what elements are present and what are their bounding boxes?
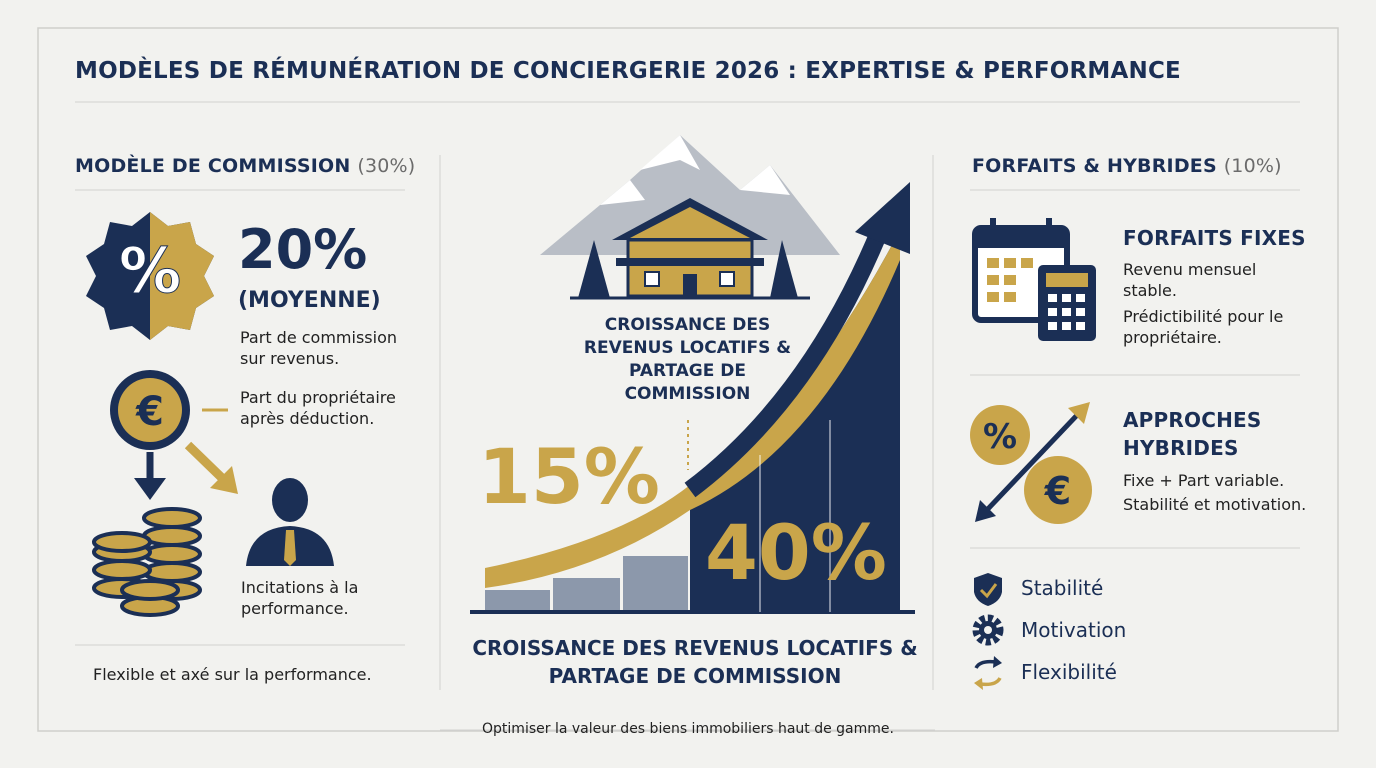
svg-text:€: €	[1044, 469, 1071, 513]
text: Fixe + Part variable.	[1123, 471, 1285, 490]
svg-text:%: %	[119, 234, 181, 307]
text: Part de commission sur revenus.	[240, 328, 398, 368]
text: Revenu mensuel stable.	[1123, 260, 1257, 300]
figure-low: 15%	[478, 432, 660, 521]
text: Prédictibilité pour le propriétaire.	[1123, 307, 1284, 347]
gear-icon	[972, 614, 1004, 646]
section-caption: CROISSANCE DES REVENUS LOCATIFS & PARTAG…	[472, 636, 918, 688]
cycle-icon	[974, 656, 1002, 690]
text: Incitations à la performance.	[241, 578, 359, 618]
subheading: APPROCHES HYBRIDES	[1123, 408, 1262, 460]
heading-share: (10%)	[1223, 155, 1282, 177]
chart-caption: CROISSANCE DES REVENUS LOCATIFS & PARTAG…	[583, 315, 792, 404]
heading-share: (30%)	[357, 155, 416, 177]
person-icon	[246, 478, 334, 566]
mountain-chalet	[540, 135, 840, 300]
frame	[37, 27, 1339, 732]
section-heading: MODÈLE DE COMMISSION (30%)	[75, 155, 415, 177]
footer: Optimiser la valeur des biens immobilier…	[482, 721, 894, 737]
title: MODÈLES DE RÉMUNÉRATION DE CONCIERGERIE …	[75, 58, 1181, 84]
figure-note: (MOYENNE)	[238, 288, 381, 313]
section-heading: FORFAITS & HYBRIDES (10%)	[972, 155, 1282, 177]
text: Part du propriétaire après déduction.	[240, 388, 396, 428]
headline-figure: 20%	[238, 218, 368, 281]
benefit: Motivation	[1021, 618, 1127, 642]
text: Stabilité et motivation.	[1123, 495, 1307, 514]
percent-badge: %	[86, 212, 214, 340]
subheading: FORFAITS FIXES	[1123, 226, 1306, 250]
svg-text:€: €	[135, 389, 164, 435]
shield-icon	[974, 573, 1002, 606]
calendar-icon	[972, 218, 1096, 341]
figure-high: 40%	[705, 508, 887, 597]
benefit: Stabilité	[1021, 576, 1104, 600]
heading-text: FORFAITS & HYBRIDES	[972, 155, 1217, 177]
benefit: Flexibilité	[1021, 660, 1117, 684]
text: Flexible et axé sur la performance.	[93, 665, 372, 684]
heading-text: MODÈLE DE COMMISSION	[75, 155, 351, 177]
coin-stacks	[92, 507, 202, 617]
hybrid-icon: % €	[970, 402, 1092, 524]
growth-visual	[470, 182, 915, 614]
svg-text:%: %	[983, 417, 1017, 457]
euro-coin: €	[110, 370, 238, 500]
